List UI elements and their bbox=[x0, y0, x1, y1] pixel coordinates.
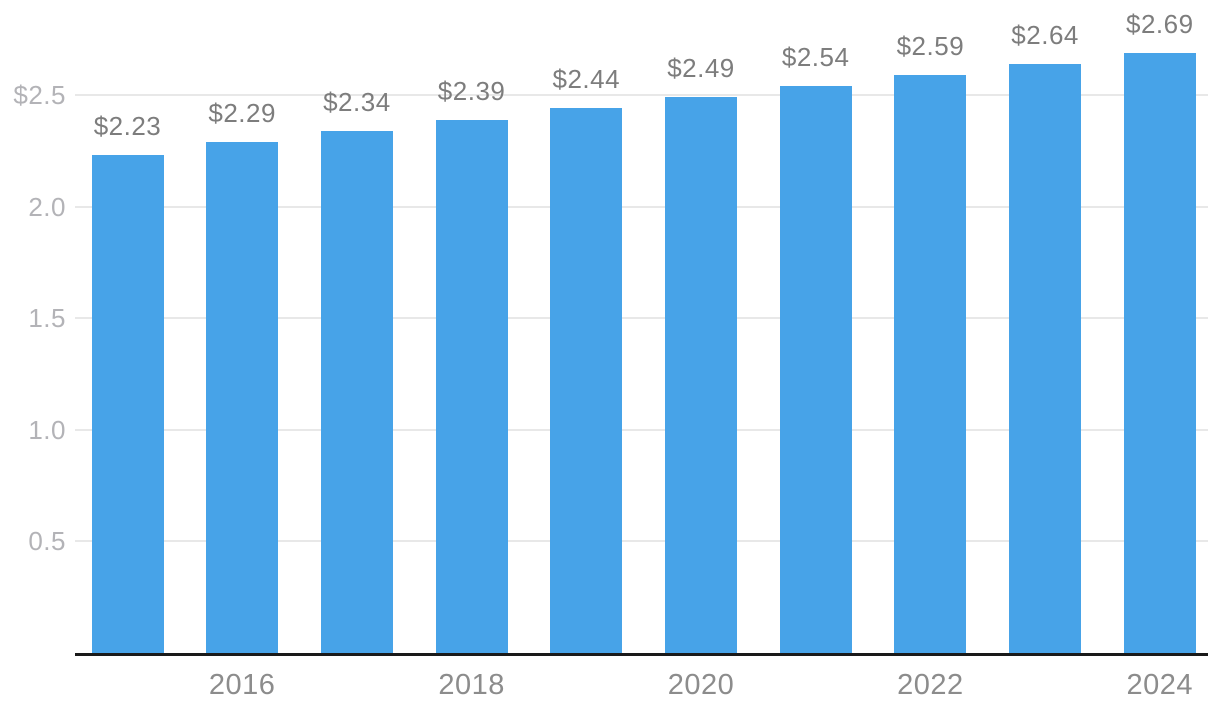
x-axis-tick-label: 2022 bbox=[897, 669, 964, 701]
bar-2016 bbox=[206, 141, 279, 653]
x-axis-tick-label: 2020 bbox=[667, 669, 735, 701]
bar-value-label: $2.59 bbox=[896, 30, 965, 61]
bar-2024 bbox=[1123, 52, 1196, 653]
bar-2020 bbox=[665, 97, 737, 653]
bar-2019 bbox=[550, 108, 623, 653]
gridline bbox=[75, 428, 1208, 431]
bar-2018 bbox=[435, 119, 508, 653]
bar-2017 bbox=[320, 130, 393, 653]
y-axis-tick-label: $2.5 bbox=[13, 80, 66, 110]
bar-value-label: $2.23 bbox=[93, 111, 162, 142]
bar-value-label: $2.69 bbox=[1126, 8, 1194, 39]
bar-value-label: $2.29 bbox=[208, 97, 276, 128]
y-axis-tick-label: 1.0 bbox=[28, 414, 66, 445]
x-axis-line bbox=[75, 653, 1208, 656]
x-axis-tick-label: 2016 bbox=[208, 669, 276, 701]
y-axis-tick-label: 2.0 bbox=[28, 191, 66, 222]
y-axis-tick-label: 1.5 bbox=[28, 303, 66, 334]
bar-value-label: $2.44 bbox=[552, 64, 621, 95]
bar-2023 bbox=[1009, 63, 1082, 653]
bar-value-label: $2.34 bbox=[323, 86, 391, 117]
bar-value-label: $2.49 bbox=[667, 53, 735, 84]
gridline bbox=[75, 540, 1208, 543]
bar-value-label: $2.64 bbox=[1011, 19, 1079, 50]
bar-2022 bbox=[894, 74, 967, 653]
bar-value-label: $2.39 bbox=[437, 75, 506, 106]
bar-2021 bbox=[779, 86, 852, 653]
gridline bbox=[75, 205, 1208, 208]
y-axis-tick-label: 0.5 bbox=[28, 526, 66, 557]
bar-value-label: $2.54 bbox=[781, 42, 850, 73]
x-axis-tick-label: 2024 bbox=[1126, 669, 1194, 701]
bar-2015 bbox=[91, 155, 164, 653]
gridline bbox=[75, 94, 1208, 96]
gridline bbox=[75, 317, 1208, 320]
x-axis-tick-label: 2018 bbox=[438, 669, 505, 701]
